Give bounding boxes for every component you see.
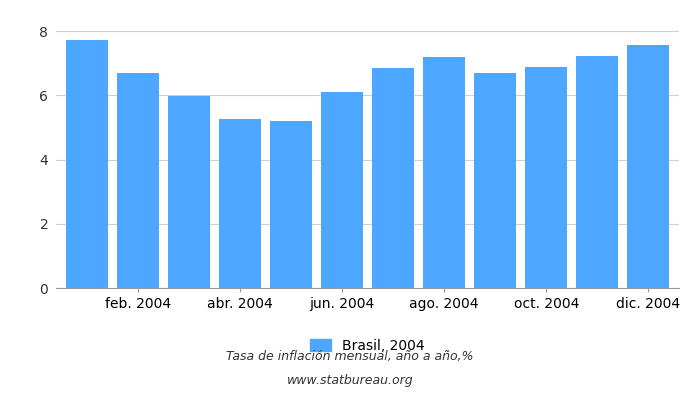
Bar bbox=[525, 67, 567, 288]
Bar bbox=[219, 118, 261, 288]
Bar bbox=[372, 68, 414, 288]
Bar bbox=[474, 73, 516, 288]
Text: www.statbureau.org: www.statbureau.org bbox=[287, 374, 413, 387]
Bar bbox=[627, 45, 669, 288]
Bar bbox=[270, 122, 312, 288]
Bar bbox=[66, 40, 108, 288]
Bar bbox=[117, 73, 159, 288]
Legend: Brasil, 2004: Brasil, 2004 bbox=[304, 333, 430, 358]
Bar bbox=[321, 92, 363, 288]
Text: Tasa de inflación mensual, año a año,%: Tasa de inflación mensual, año a año,% bbox=[226, 350, 474, 363]
Bar bbox=[424, 57, 465, 288]
Bar bbox=[576, 56, 618, 288]
Bar bbox=[168, 96, 210, 288]
